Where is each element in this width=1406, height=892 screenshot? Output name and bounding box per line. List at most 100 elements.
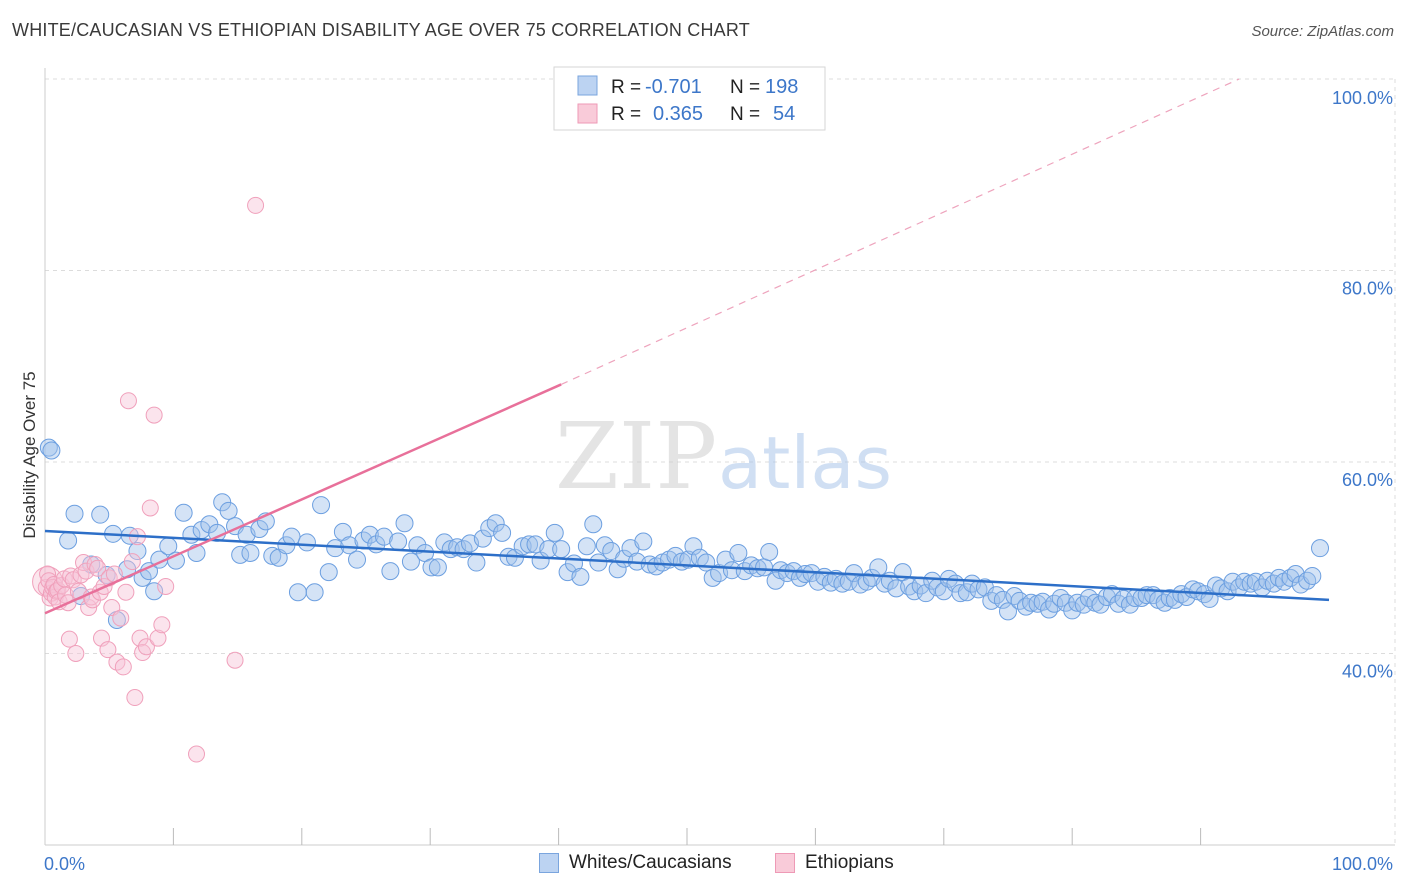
- point-whites: [493, 523, 512, 542]
- point-whites: [722, 561, 741, 580]
- point-whites: [1155, 593, 1174, 612]
- legend-r-label-blue: R =: [611, 77, 641, 98]
- point-whites: [288, 583, 307, 602]
- point-whites: [241, 543, 260, 562]
- point-whites: [1068, 593, 1087, 612]
- x-tick-label-min: 0.0%: [44, 854, 85, 874]
- point-whites: [951, 584, 970, 603]
- point-whites: [545, 523, 564, 542]
- point-whites: [729, 543, 748, 562]
- legend-n-value-blue: 198: [765, 76, 798, 98]
- point-ethiopians: [226, 651, 244, 669]
- point-whites: [679, 550, 698, 569]
- point-whites: [65, 504, 84, 523]
- point-whites: [869, 558, 888, 577]
- watermark-atlas: atlas: [718, 421, 892, 505]
- point-whites: [297, 533, 316, 552]
- point-whites: [577, 537, 596, 556]
- point-whites: [401, 552, 420, 571]
- point-whites: [473, 529, 492, 548]
- point-whites: [348, 550, 367, 569]
- watermark-zip: ZIP: [555, 403, 717, 510]
- point-whites: [319, 563, 338, 582]
- point-whites: [219, 501, 238, 520]
- point-ethiopians: [123, 553, 141, 571]
- point-whites: [1311, 539, 1330, 558]
- point-whites: [91, 505, 110, 524]
- x-tick-label-max: 100.0%: [1332, 854, 1393, 874]
- point-whites: [552, 540, 571, 559]
- point-whites: [486, 514, 505, 533]
- point-whites: [428, 558, 447, 577]
- point-whites: [520, 535, 539, 554]
- point-whites: [1298, 571, 1317, 590]
- point-whites: [374, 527, 393, 546]
- point-ethiopians: [149, 629, 167, 647]
- point-ethiopians: [114, 658, 132, 676]
- point-whites: [1051, 588, 1070, 607]
- point-whites: [422, 558, 441, 577]
- point-whites: [1091, 595, 1110, 614]
- legend-n-value-pink: 54: [773, 103, 795, 125]
- legend-r-value-blue: -0.701: [645, 76, 702, 98]
- legend-n-label-blue: N =: [730, 77, 760, 98]
- point-whites: [957, 583, 976, 602]
- legend-swatch-blue: [577, 75, 598, 96]
- chart-source: Source: ZipAtlas.com: [1251, 23, 1394, 40]
- legend-swatch-ethiopians: [775, 853, 795, 873]
- point-ethiopians: [131, 629, 149, 647]
- legend-item-ethiopians[interactable]: Ethiopians: [775, 852, 894, 874]
- point-ethiopians: [99, 641, 117, 659]
- point-whites: [340, 536, 359, 555]
- legend-item-whites[interactable]: Whites/Caucasians: [539, 852, 732, 874]
- point-ethiopians: [153, 616, 171, 634]
- y-tick-label: 100.0%: [1332, 88, 1393, 108]
- trend-lines: [44, 78, 1330, 615]
- point-whites: [1103, 585, 1122, 604]
- legend-label-ethiopians: Ethiopians: [805, 852, 894, 873]
- point-ethiopians: [89, 559, 107, 577]
- point-whites: [571, 567, 590, 586]
- point-ethiopians: [126, 689, 144, 707]
- trend-line-whites: [44, 529, 1330, 602]
- point-ethiopians: [247, 196, 265, 214]
- point-ethiopians: [67, 645, 85, 662]
- point-ethiopians: [80, 599, 98, 617]
- point-whites: [389, 532, 408, 551]
- point-whites: [760, 543, 779, 562]
- point-whites: [39, 438, 58, 457]
- legend-swatch-pink: [577, 103, 598, 124]
- point-ethiopians: [60, 630, 78, 648]
- point-whites: [1040, 600, 1059, 619]
- y-axis-label: Disability Age Over 75: [20, 371, 39, 538]
- point-whites: [755, 558, 774, 577]
- point-whites: [360, 525, 379, 544]
- point-whites: [263, 546, 282, 565]
- legend-n-label-pink: N =: [730, 104, 760, 125]
- watermark: ZIP atlas: [555, 403, 892, 510]
- point-whites: [634, 532, 653, 551]
- point-whites: [584, 515, 603, 534]
- point-whites: [145, 582, 164, 601]
- point-whites: [1303, 566, 1322, 585]
- tick-labels: 40.0% 60.0% 80.0% 100.0% 0.0% 100.0%: [44, 88, 1393, 874]
- point-whites: [312, 496, 331, 515]
- point-whites: [59, 531, 78, 550]
- point-whites: [250, 520, 269, 539]
- point-ethiopians: [39, 565, 57, 583]
- point-whites: [684, 537, 703, 556]
- point-whites: [174, 503, 193, 522]
- y-tick-label: 40.0%: [1342, 662, 1393, 682]
- point-whites: [128, 542, 147, 561]
- legend-swatch-whites: [539, 853, 559, 873]
- legend-box: [553, 66, 826, 131]
- stats-legend: R = -0.701 N = 198 R = 0.365 N = 54: [553, 66, 826, 131]
- point-ethiopians: [145, 406, 163, 424]
- point-whites: [999, 602, 1017, 621]
- trend-line-ethiopians: [44, 383, 562, 615]
- point-ethiopians: [141, 499, 159, 517]
- series-ethiopians-points: [32, 196, 265, 763]
- point-whites: [833, 574, 852, 593]
- point-whites: [1005, 587, 1024, 606]
